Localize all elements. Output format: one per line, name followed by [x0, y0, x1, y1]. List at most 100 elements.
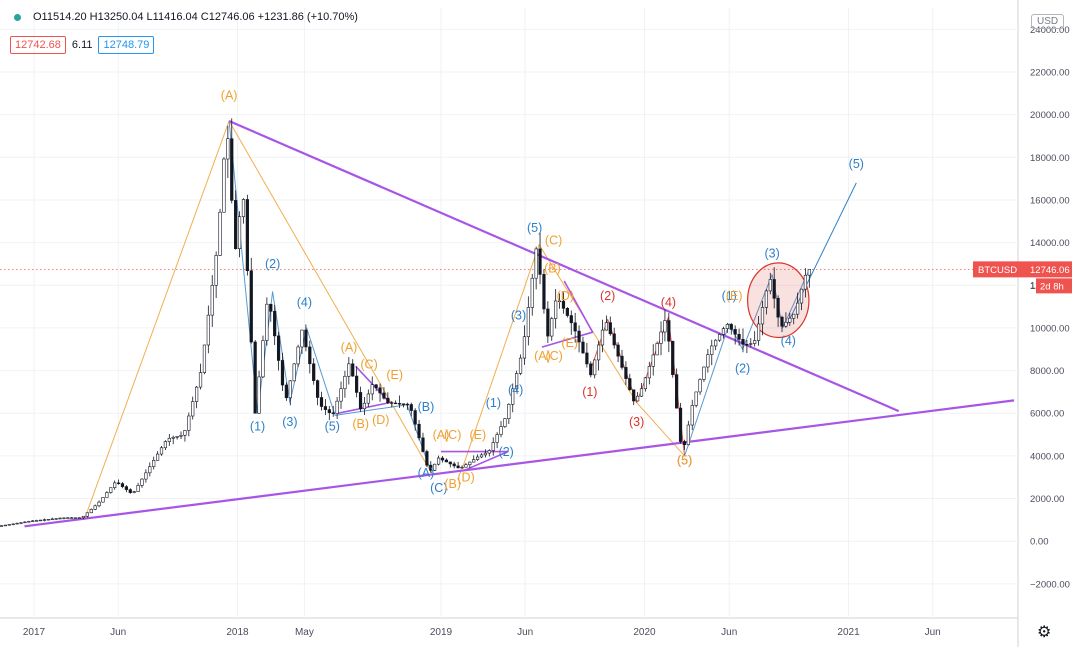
wave-label: (A) [418, 466, 435, 480]
countdown-box [1036, 278, 1072, 294]
candle-body [706, 354, 710, 368]
candle-body [269, 303, 273, 312]
candle-body [721, 328, 726, 335]
candle-body [386, 397, 390, 403]
candle-body [749, 343, 753, 345]
candle-body [725, 324, 729, 329]
candle-body [58, 517, 62, 520]
x-tick-label: Jun [925, 627, 941, 638]
y-tick-label: 18000.00 [1030, 153, 1070, 164]
bid-price[interactable]: 12742.68 [10, 36, 66, 54]
candle-body [624, 367, 628, 379]
candle-body [11, 523, 15, 525]
y-tick-label: 10000.00 [1030, 323, 1070, 334]
candle-body [663, 320, 667, 333]
candle-body [296, 346, 300, 365]
candle-body [132, 491, 136, 493]
currency-button[interactable]: USD [1031, 14, 1065, 29]
price-axis[interactable]: 24000.00 22000.00 20000.00 18000.00 16000.00… [1030, 25, 1070, 591]
wave-label: (5) [527, 221, 542, 235]
candle-body [448, 461, 452, 465]
wave-label: (3) [765, 247, 780, 261]
candle-body [175, 435, 179, 438]
candle-body [741, 339, 745, 345]
candle-body [600, 329, 605, 346]
wave-label: (5) [849, 157, 864, 171]
y-tick-label: 22000.00 [1030, 67, 1070, 78]
candle-body [261, 340, 265, 378]
candle-body [515, 373, 519, 390]
candle-body [257, 376, 261, 414]
candle-body [561, 300, 566, 309]
candle-body [593, 359, 597, 376]
candle-body [358, 392, 363, 410]
candle-body [136, 485, 140, 492]
candle-body [159, 447, 164, 455]
candle-body [202, 344, 207, 373]
candle-body [234, 200, 238, 250]
candle-body [710, 345, 714, 355]
wave-label: (5) [677, 453, 692, 467]
candle-body [198, 372, 203, 388]
candle-body [7, 524, 11, 526]
bid-ask-panel[interactable]: 12742.68 6.11 12748.79 [10, 36, 155, 54]
candle-body [554, 300, 558, 319]
y-tick-label: 0.00 [1030, 537, 1049, 548]
wave-label: (E) [386, 368, 403, 382]
candle-body [300, 329, 304, 348]
candle-body [518, 357, 523, 374]
wave-label: (E) [469, 428, 486, 442]
candle-body [116, 482, 121, 484]
candle-body [62, 517, 66, 519]
wave-label: (4) [781, 334, 796, 348]
candle-body [390, 402, 394, 404]
candle-body [507, 404, 511, 419]
candle-body [218, 211, 222, 256]
candle-body [651, 354, 655, 367]
candle-body [483, 452, 488, 456]
wave-label: (A) [341, 340, 358, 354]
candle-body [156, 453, 160, 461]
candle-body [526, 307, 530, 338]
candle-body [799, 288, 804, 304]
candle-body [550, 318, 554, 337]
candle-body [276, 335, 281, 361]
price-tag-value: 12746.06 [1030, 265, 1070, 276]
time-axis[interactable]: 2017 Jun 2018 May 2019 Jun 2020 Jun 2021 Jun [23, 627, 941, 638]
candle-body [682, 441, 687, 445]
wave-label: (3) [629, 415, 644, 429]
candle-body [745, 343, 749, 346]
candle-body [323, 406, 328, 410]
candle-body [163, 441, 168, 449]
candle-body [35, 520, 39, 522]
countdown-label: 2d 8h [1040, 281, 1064, 292]
candle-body [729, 324, 733, 330]
blue-wave-line [684, 269, 810, 457]
candle-body [401, 403, 406, 405]
candle-body [3, 524, 8, 527]
candle-body [452, 463, 456, 467]
candle-body [15, 522, 19, 525]
purple-triangle-line [441, 450, 509, 472]
wave-label: (1) [486, 396, 501, 410]
wave-label: (4) [297, 296, 312, 310]
candle-body [152, 460, 156, 467]
candle-body [343, 375, 347, 390]
candle-body [659, 331, 663, 344]
candle-body [604, 322, 608, 331]
candle-body [472, 459, 476, 463]
candle-body [42, 519, 47, 521]
candle-body [214, 255, 218, 286]
candle-body [425, 451, 429, 466]
candle-body [378, 387, 382, 394]
wave-label: (B) [352, 417, 369, 431]
candle-body [97, 501, 101, 507]
candle-body [93, 505, 97, 510]
gear-icon[interactable]: ⚙ [1037, 624, 1052, 641]
ask-price[interactable]: 12748.79 [98, 36, 155, 54]
candle-body [756, 323, 761, 341]
candle-body [370, 384, 374, 395]
candle-body [191, 401, 195, 417]
candle-body [413, 410, 417, 425]
